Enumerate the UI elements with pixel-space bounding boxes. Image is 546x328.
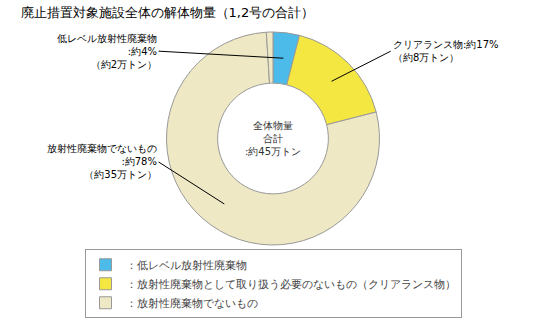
svg-text:クリアランス物:約17%（約8万トン）: クリアランス物:約17%（約8万トン） <box>393 39 499 63</box>
svg-text:放射性廃棄物でないもの:約78%（約35万トン）: 放射性廃棄物でないもの:約78%（約35万トン） <box>47 143 157 180</box>
svg-text:：放射性廃棄物でないもの: ：放射性廃棄物でないもの <box>126 297 258 310</box>
svg-text:：低レベル放射性廃棄物: ：低レベル放射性廃棄物 <box>126 259 247 272</box>
svg-text:廃止措置対象施設全体の解体物量（1,2号の合計）: 廃止措置対象施設全体の解体物量（1,2号の合計） <box>21 5 315 20</box>
svg-text:全体物量合計:約45万トン: 全体物量合計:約45万トン <box>245 120 301 157</box>
svg-text:低レベル放射性廃棄物:約4%（約2万トン）: 低レベル放射性廃棄物:約4%（約2万トン） <box>57 33 157 70</box>
svg-text:：放射性廃棄物として取り扱う必要のないもの（クリアランス物）: ：放射性廃棄物として取り扱う必要のないもの（クリアランス物） <box>126 278 456 291</box>
